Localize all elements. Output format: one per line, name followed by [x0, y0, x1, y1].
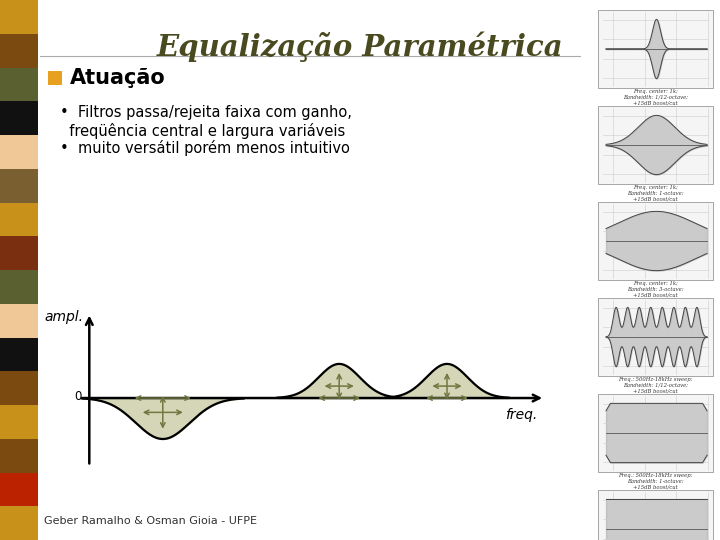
Bar — [598, 202, 713, 280]
Text: Freq. center: 1k;
Bandwidth: 1-octave;
+15dB boost/cut: Freq. center: 1k; Bandwidth: 1-octave; +… — [627, 185, 684, 201]
Text: Freq.: 500Hz-18kHz sweep;
Bandwidth: 1-octave;
+15dB boost/cut: Freq.: 500Hz-18kHz sweep; Bandwidth: 1-o… — [618, 473, 693, 490]
Bar — [0, 202, 38, 237]
Text: •  muito versátil porém menos intuitivo: • muito versátil porém menos intuitivo — [60, 140, 350, 156]
Bar — [0, 168, 38, 202]
Bar — [598, 10, 713, 88]
Bar — [0, 68, 38, 102]
Bar — [0, 33, 38, 68]
Bar — [0, 135, 38, 168]
Bar — [0, 507, 38, 540]
Text: freq.: freq. — [505, 408, 538, 422]
Bar — [0, 0, 38, 33]
Bar — [598, 490, 713, 540]
Text: Freq.: 500Hz-18kHz sweep;
Bandwidth: 1/12-octave;
+15dB boost/cut: Freq.: 500Hz-18kHz sweep; Bandwidth: 1/1… — [618, 377, 693, 394]
Bar — [0, 472, 38, 507]
Text: Geber Ramalho & Osman Gioia - UFPE: Geber Ramalho & Osman Gioia - UFPE — [44, 516, 257, 526]
Bar — [0, 405, 38, 438]
Bar — [598, 298, 713, 376]
Bar — [0, 270, 38, 303]
Bar — [0, 102, 38, 135]
Text: 0: 0 — [75, 390, 82, 403]
Bar — [0, 237, 38, 270]
Bar — [48, 71, 62, 85]
Text: Freq. center: 1k;
Bandwidth: 1/12-octave;
+15dB boost/cut: Freq. center: 1k; Bandwidth: 1/12-octave… — [623, 89, 688, 106]
Bar — [598, 106, 713, 184]
Text: ampl.: ampl. — [45, 310, 84, 324]
Text: Equalização Paramétrica: Equalização Paramétrica — [157, 32, 563, 63]
Text: Freq. center: 1k;
Bandwidth: 3-octave;
+15dB boost/cut: Freq. center: 1k; Bandwidth: 3-octave; +… — [627, 281, 684, 298]
Text: Atuação: Atuação — [70, 68, 166, 88]
Bar — [0, 372, 38, 405]
Bar — [0, 438, 38, 472]
Text: •  Filtros passa/rejeita faixa com ganho,
  freqüência central e largura variáve: • Filtros passa/rejeita faixa com ganho,… — [60, 105, 352, 139]
Bar — [0, 338, 38, 372]
Bar — [0, 303, 38, 338]
Bar — [598, 394, 713, 472]
